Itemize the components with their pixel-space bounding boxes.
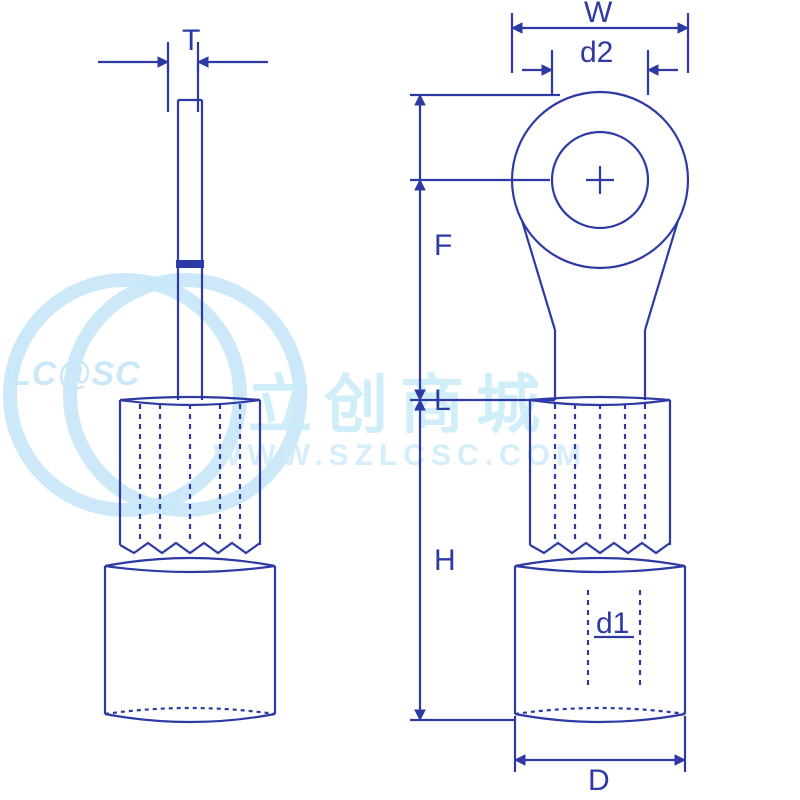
svg-text:L: L — [434, 384, 451, 417]
svg-text:T: T — [182, 24, 200, 57]
svg-text:H: H — [434, 544, 456, 577]
svg-text:F: F — [434, 229, 452, 262]
svg-text:D: D — [588, 764, 610, 797]
svg-text:d1: d1 — [596, 607, 629, 640]
technical-drawing: T Wd2 d1 D F L H — [0, 0, 800, 800]
svg-text:d2: d2 — [580, 36, 613, 69]
svg-text:W: W — [584, 0, 613, 29]
